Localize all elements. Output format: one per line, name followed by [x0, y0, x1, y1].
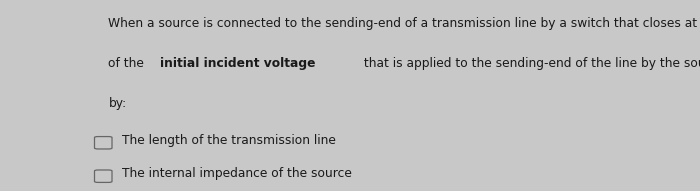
Text: When a source is connected to the sending-end of a transmission line by a switch: When a source is connected to the sendin…: [108, 17, 700, 30]
Text: The internal impedance of the source: The internal impedance of the source: [122, 167, 352, 180]
Text: by:: by:: [108, 97, 127, 110]
Text: initial incident voltage: initial incident voltage: [160, 57, 315, 70]
Text: The length of the transmission line: The length of the transmission line: [122, 134, 337, 147]
Text: of the: of the: [108, 57, 148, 70]
Text: that is applied to the sending-end of the line by the source at time t = 0 is af: that is applied to the sending-end of th…: [360, 57, 700, 70]
